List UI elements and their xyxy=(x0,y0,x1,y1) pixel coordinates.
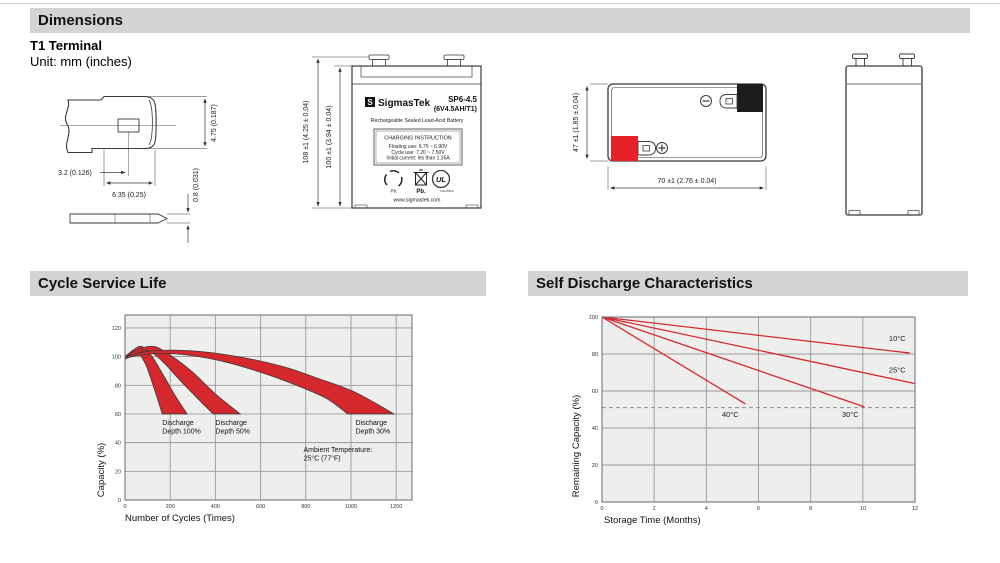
page-top-rule xyxy=(0,3,1000,4)
series-label: 10°C xyxy=(889,334,906,343)
y-tick-label: 40 xyxy=(115,441,121,447)
y-tick-label: 0 xyxy=(595,500,598,506)
y-tick-label: 40 xyxy=(592,426,598,432)
unit-note: Unit: mm (inches) xyxy=(30,54,132,69)
battery-subtitle: Rechargeable Sealed Lead-Acid Battery xyxy=(371,118,464,124)
y-tick-label: 60 xyxy=(115,412,121,418)
x-tick-label: 12 xyxy=(912,506,918,512)
x-tick-label: 600 xyxy=(256,504,265,510)
model-number: SP6-4.5 xyxy=(448,95,477,104)
minus-symbol xyxy=(700,95,712,107)
brand-logo-box xyxy=(365,97,375,107)
brand-logo-letter: S xyxy=(367,98,373,107)
section-header-dimensions-label: Dimensions xyxy=(38,12,124,29)
ul-mark-letters: UL xyxy=(436,175,446,184)
series-line-25-C xyxy=(601,316,916,385)
y-tick-label: 100 xyxy=(589,315,598,321)
brand-name: SigmasTek xyxy=(378,98,430,109)
x-tick-label: 1200 xyxy=(390,504,402,510)
terminal-side-view: 4.75 (0.187) 3.2 (0.126) 6.35 (0.25) 0.8… xyxy=(58,95,218,243)
x-tick-label: 400 xyxy=(211,504,220,510)
cycle-service-life-chart: 0 200 400 600 800 1000 1200 0 20 40 60 80 100 120 Disc… xyxy=(96,314,413,524)
cycle-header-label: Cycle Service Life xyxy=(38,275,167,292)
charging-line-1: Floating use: 6.75 ~ 6.90V xyxy=(389,144,448,150)
dim-depth: 47 ±1 (1.85 ± 0.04) xyxy=(573,93,580,152)
x-tick-label: 0 xyxy=(123,504,126,510)
band-discharge-depth-30- xyxy=(124,349,396,415)
front-terminal-right xyxy=(443,54,465,60)
positive-terminal-block xyxy=(611,136,638,161)
recycle-pb-icon xyxy=(384,169,403,187)
x-axis-title: Number of Cycles (Times) xyxy=(125,513,235,524)
y-tick-label: 120 xyxy=(112,326,121,332)
x-tick-label: 1000 xyxy=(345,504,357,510)
y-tick-label: 20 xyxy=(115,469,121,475)
chart-annotation: Discharge Depth 30% xyxy=(356,420,391,436)
battery-side-view xyxy=(845,53,923,216)
section-header-dimensions: Dimensions xyxy=(30,8,970,33)
side-case xyxy=(845,65,923,216)
dim-thickness: 0.8 (0.031) xyxy=(193,168,200,202)
x-tick-label: 200 xyxy=(166,504,175,510)
x-tick-label: 800 xyxy=(301,504,310,510)
battery-front-view: 108 ±1 (4.25 ± 0.04) 100 ±1 (3.94 ± 0.04… xyxy=(303,54,482,209)
section-header-self-discharge: Self Discharge Characteristics xyxy=(528,271,968,296)
x-tick-label: 0 xyxy=(600,506,603,512)
y-tick-label: 80 xyxy=(592,352,598,358)
self-discharge-header-label: Self Discharge Characteristics xyxy=(536,275,753,292)
dim-case-height: 100 ±1 (3.94 ± 0.04) xyxy=(326,106,333,169)
dim-tab-height: 4.75 (0.187) xyxy=(211,104,218,142)
dim-tab-width: 6.35 (0.25) xyxy=(112,192,146,199)
terminal-type-label: T1 Terminal xyxy=(30,38,103,53)
x-tick-label: 10 xyxy=(860,506,866,512)
chart-annotation: Discharge Depth 50% xyxy=(215,420,250,436)
x-axis-title: Storage Time (Months) xyxy=(604,515,701,526)
positive-terminal-tab xyxy=(637,141,656,156)
series-label: 40°C xyxy=(722,410,739,419)
y-tick-label: 0 xyxy=(118,498,121,504)
y-axis-title: Remaining Capacity (%) xyxy=(571,395,582,497)
series-line-10-C xyxy=(601,316,910,354)
plus-symbol xyxy=(656,142,668,154)
x-tick-label: 4 xyxy=(705,506,708,512)
y-tick-label: 100 xyxy=(112,355,121,361)
y-tick-label: 20 xyxy=(592,463,598,469)
front-terminal-left xyxy=(368,54,390,60)
website-url: www.sigmastek.com xyxy=(394,198,441,204)
ul-code: MH47829 xyxy=(440,189,453,193)
chart-annotation: Ambient Temperature: 25°C (77°F) xyxy=(304,447,373,463)
y-axis-title: Capacity (%) xyxy=(96,443,107,497)
chart-annotation: Discharge Depth 100% xyxy=(162,420,201,436)
y-tick-label: 60 xyxy=(592,389,598,395)
section-header-cycle-service-life: Cycle Service Life xyxy=(30,271,486,296)
terminal-outline xyxy=(64,95,157,154)
series-line-30-C xyxy=(601,316,865,408)
charging-title: CHARGING INSTRUCTION xyxy=(384,136,451,142)
recycle-pb-label: Pb. xyxy=(391,189,398,194)
dim-hole: 3.2 (0.126) xyxy=(58,170,92,177)
negative-terminal-block xyxy=(737,84,763,112)
dim-width: 70 ±1 (2.76 ± 0.04) xyxy=(657,178,716,185)
model-spec: (6V4.5AH/T1) xyxy=(434,106,477,113)
dim-total-height: 108 ±1 (4.25 ± 0.04) xyxy=(303,101,310,164)
battery-top-view: 47 ±1 (1.85 ± 0.04) 70 ±1 (2.76 ± 0.04) xyxy=(573,83,767,190)
charging-line-3: Initial current: les than 1.35A xyxy=(386,156,450,162)
x-tick-label: 8 xyxy=(809,506,812,512)
bin-pb-label: Pb. xyxy=(416,189,426,195)
series-label: 25°C xyxy=(889,366,906,375)
series-line-40-C xyxy=(601,316,746,405)
y-tick-label: 80 xyxy=(115,383,121,389)
charging-instruction-box xyxy=(373,128,463,166)
terminal-plate xyxy=(69,213,169,224)
charging-line-2: Cycle use: 7.20 ~ 7.50V xyxy=(391,150,445,156)
x-tick-label: 6 xyxy=(757,506,760,512)
negative-terminal-tab xyxy=(719,94,738,109)
x-tick-label: 2 xyxy=(653,506,656,512)
pb-bin-icon xyxy=(413,169,429,186)
self-discharge-chart: 10°C 25°C 30°C 40°C 0 2 4 6 8 10 12 0 20 40 60 80 100 Sto… xyxy=(571,315,918,526)
dimension-drawings: 4.75 (0.187) 3.2 (0.126) 6.35 (0.25) 0.8… xyxy=(58,53,923,243)
terminal-tip-curl xyxy=(148,99,153,146)
series-label: 30°C xyxy=(842,410,859,419)
ul-mark-icon xyxy=(431,169,451,189)
